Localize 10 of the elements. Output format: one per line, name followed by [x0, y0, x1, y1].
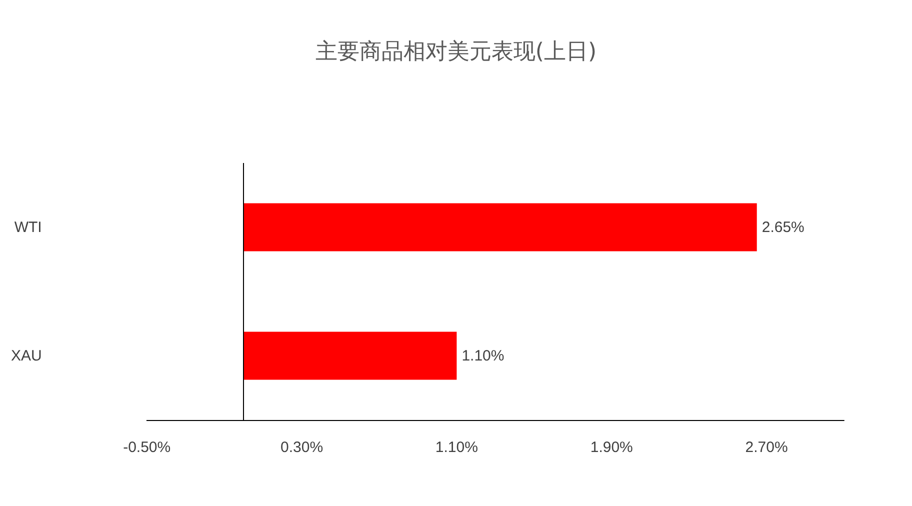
data-label: 2.65%	[762, 218, 804, 236]
x-tick-label: 2.70%	[745, 439, 788, 456]
x-tick-label: 1.90%	[590, 439, 633, 456]
x-tick-label: 0.30%	[280, 439, 324, 456]
data-label: 1.10%	[462, 347, 504, 364]
y-tick-label: WTI	[14, 218, 42, 236]
x-tick-label: 1.10%	[435, 439, 478, 456]
y-tick-label: XAU	[11, 347, 42, 364]
chart-title: 主要商品相对美元表现(上日)	[315, 40, 597, 64]
x-tick-label: -0.50%	[123, 439, 171, 456]
